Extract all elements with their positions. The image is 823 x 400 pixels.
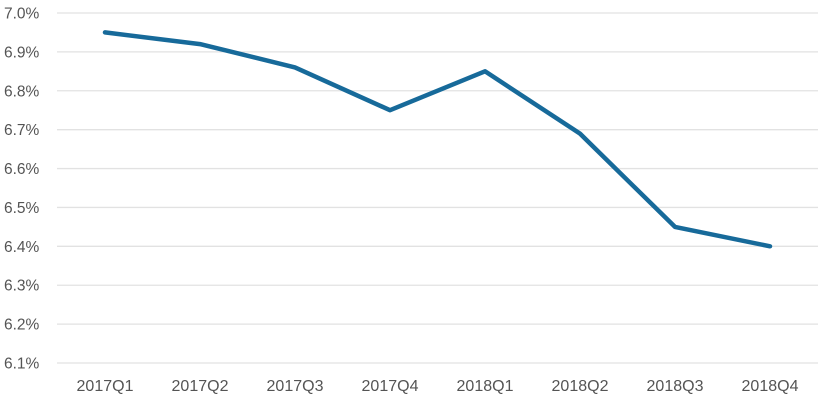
y-tick-label: 6.2% (4, 317, 40, 334)
gridlines (57, 12, 818, 364)
x-tick-label: 2017Q3 (267, 378, 324, 395)
y-axis-labels: 7.0% 6.9% 6.8% 6.7% 6.6% 6.5% 6.4% 6.3% 6.2% 6.1% (4, 6, 40, 373)
y-tick-label: 6.5% (4, 200, 40, 217)
x-tick-label: 2017Q4 (362, 378, 419, 395)
x-tick-label: 2018Q3 (647, 378, 704, 395)
y-tick-label: 6.3% (4, 278, 40, 295)
y-tick-label: 6.9% (4, 44, 40, 61)
y-tick-label: 7.0% (4, 6, 40, 23)
trend-line (102, 30, 773, 249)
x-tick-label: 2018Q2 (552, 378, 609, 395)
x-tick-label: 2018Q4 (742, 378, 799, 395)
y-tick-label: 6.7% (4, 122, 40, 139)
data-series (102, 30, 773, 249)
y-tick-label: 6.8% (4, 83, 40, 100)
x-axis-labels: 2017Q1 2017Q2 2017Q3 2017Q4 2018Q1 2018Q2 2018… (77, 378, 799, 395)
x-tick-label: 2018Q1 (457, 378, 514, 395)
x-tick-label: 2017Q1 (77, 378, 134, 395)
y-tick-label: 6.4% (4, 239, 40, 256)
y-tick-label: 6.6% (4, 161, 40, 178)
y-tick-label: 6.1% (4, 356, 40, 373)
x-tick-label: 2017Q2 (172, 378, 229, 395)
